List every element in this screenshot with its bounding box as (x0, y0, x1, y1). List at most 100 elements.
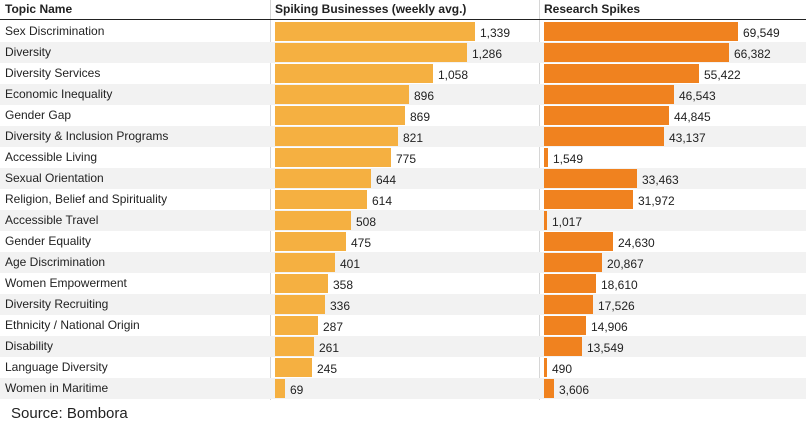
topic-label: Disability (5, 339, 54, 353)
businesses-bar (275, 274, 328, 293)
businesses-value-label: 401 (340, 257, 361, 271)
table-row: Language Diversity 245 490 (0, 357, 806, 378)
research-value-label: 14,906 (591, 320, 628, 334)
businesses-value-label: 644 (376, 173, 397, 187)
bar-table-chart: Topic Name Spiking Businesses (weekly av… (0, 0, 806, 400)
topic-label: Diversity (5, 45, 52, 59)
research-value-label: 17,526 (598, 299, 635, 313)
table-row: Sex Discrimination 1,339 69,549 (0, 21, 806, 42)
research-bar (544, 253, 602, 272)
businesses-value-label: 508 (356, 215, 377, 229)
businesses-value-label: 614 (372, 194, 393, 208)
research-bar (544, 316, 586, 335)
businesses-value-label: 358 (333, 278, 354, 292)
column-separator (270, 0, 271, 400)
research-value-label: 43,137 (669, 131, 706, 145)
source-note: Source: Bombora (11, 405, 128, 422)
table-row: Diversity & Inclusion Programs 821 43,137 (0, 126, 806, 147)
businesses-value-label: 869 (410, 110, 431, 124)
header-topic-name: Topic Name (5, 2, 73, 16)
businesses-bar (275, 43, 467, 62)
businesses-value-label: 821 (403, 131, 424, 145)
businesses-bar (275, 295, 325, 314)
research-value-label: 13,549 (587, 341, 624, 355)
businesses-bar (275, 316, 318, 335)
topic-label: Sexual Orientation (5, 171, 104, 185)
table-row: Economic Inequality 896 46,543 (0, 84, 806, 105)
businesses-bar (275, 358, 312, 377)
businesses-value-label: 69 (290, 383, 304, 397)
header-spiking-businesses: Spiking Businesses (weekly avg.) (275, 2, 467, 16)
table-row: Gender Gap 869 44,845 (0, 105, 806, 126)
topic-label: Women in Maritime (5, 381, 109, 395)
topic-label: Gender Gap (5, 108, 72, 122)
businesses-bar (275, 64, 433, 83)
research-value-label: 44,845 (674, 110, 711, 124)
topic-label: Age Discrimination (5, 255, 106, 269)
topic-label: Language Diversity (5, 360, 108, 374)
column-separator (539, 0, 540, 400)
table-row: Accessible Living 775 1,549 (0, 147, 806, 168)
research-bar (544, 43, 729, 62)
businesses-bar (275, 232, 346, 251)
businesses-value-label: 1,058 (438, 68, 469, 82)
topic-label: Women Empowerment (5, 276, 127, 290)
research-value-label: 3,606 (559, 383, 590, 397)
topic-label: Diversity & Inclusion Programs (5, 129, 169, 143)
table-row: Diversity 1,286 66,382 (0, 42, 806, 63)
table-row: Religion, Belief and Spirituality 614 31,9… (0, 189, 806, 210)
research-bar (544, 358, 547, 377)
header-divider (0, 19, 806, 20)
businesses-bar (275, 379, 285, 398)
table-row: Accessible Travel 508 1,017 (0, 210, 806, 231)
research-value-label: 69,549 (743, 26, 780, 40)
businesses-bar (275, 169, 371, 188)
businesses-bar (275, 22, 475, 41)
businesses-value-label: 245 (317, 362, 338, 376)
topic-label: Accessible Travel (5, 213, 99, 227)
topic-label: Diversity Services (5, 66, 101, 80)
header-research-spikes: Research Spikes (544, 2, 641, 16)
businesses-value-label: 1,339 (480, 26, 511, 40)
table-row: Sexual Orientation 644 33,463 (0, 168, 806, 189)
topic-label: Ethnicity / National Origin (5, 318, 140, 332)
businesses-bar (275, 337, 314, 356)
research-value-label: 55,422 (704, 68, 741, 82)
research-bar (544, 148, 548, 167)
businesses-bar (275, 127, 398, 146)
research-bar (544, 232, 613, 251)
businesses-bar (275, 148, 391, 167)
research-value-label: 18,610 (601, 278, 638, 292)
topic-label: Accessible Living (5, 150, 98, 164)
table-row: Ethnicity / National Origin 287 14,906 (0, 315, 806, 336)
table-row: Gender Equality 475 24,630 (0, 231, 806, 252)
topic-label: Sex Discrimination (5, 24, 105, 38)
businesses-bar (275, 190, 367, 209)
research-bar (544, 169, 637, 188)
businesses-value-label: 287 (323, 320, 344, 334)
businesses-value-label: 475 (351, 236, 372, 250)
table-row: Women Empowerment 358 18,610 (0, 273, 806, 294)
table-row: Disability 261 13,549 (0, 336, 806, 357)
research-value-label: 1,017 (552, 215, 583, 229)
research-bar (544, 211, 547, 230)
businesses-value-label: 896 (414, 89, 435, 103)
research-bar (544, 379, 554, 398)
research-bar (544, 190, 633, 209)
research-bar (544, 337, 582, 356)
research-bar (544, 106, 669, 125)
research-bar (544, 85, 674, 104)
table-row: Diversity Services 1,058 55,422 (0, 63, 806, 84)
research-value-label: 24,630 (618, 236, 655, 250)
topic-label: Religion, Belief and Spirituality (5, 192, 168, 206)
businesses-bar (275, 253, 335, 272)
businesses-value-label: 775 (396, 152, 417, 166)
table-row: Diversity Recruiting 336 17,526 (0, 294, 806, 315)
businesses-bar (275, 211, 351, 230)
research-value-label: 66,382 (734, 47, 771, 61)
research-value-label: 31,972 (638, 194, 675, 208)
businesses-value-label: 336 (330, 299, 351, 313)
topic-label: Diversity Recruiting (5, 297, 109, 311)
businesses-bar (275, 85, 409, 104)
businesses-value-label: 261 (319, 341, 340, 355)
